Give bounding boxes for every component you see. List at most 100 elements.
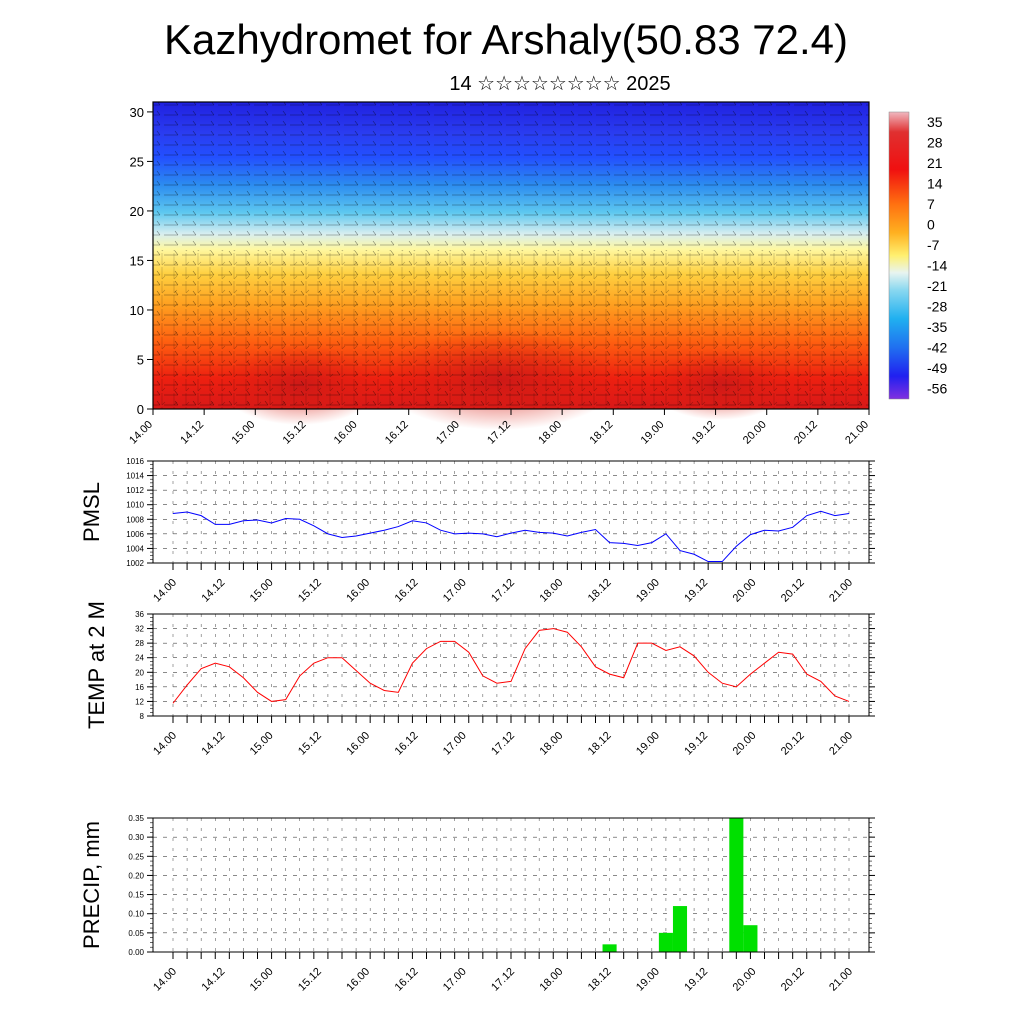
x-tick-label: 16.00 (344, 730, 372, 758)
y-tick-label: 30 (130, 105, 144, 120)
y-tick-label: 16 (135, 683, 144, 692)
y-tick-label: 0.20 (128, 871, 144, 880)
x-tick-label: 16.00 (344, 966, 372, 994)
precip-y-axis: 0.35 0.30 0.25 0.20 0.15 0.10 0.05 0.00 (128, 814, 875, 957)
x-tick-label: 18.12 (586, 730, 614, 758)
y-tick-label: 32 (135, 625, 144, 634)
y-tick-label: 24 (135, 654, 144, 663)
x-tick-label: 19.12 (682, 966, 710, 994)
x-tick-label: 14.00 (127, 419, 155, 447)
y-tick-label: 20 (135, 668, 144, 677)
y-tick-label: 0.25 (128, 852, 144, 861)
x-tick-label: 16.12 (393, 966, 421, 994)
y-tick-label: 0.35 (128, 814, 144, 823)
x-tick-label: 20.00 (731, 966, 759, 994)
x-tick-label: 15.00 (248, 966, 276, 994)
x-tick-label: 20.12 (779, 577, 807, 605)
x-tick-label: 14.12 (199, 577, 227, 605)
colorbar-label: 14 (927, 175, 943, 191)
x-tick-label: 20.00 (741, 419, 769, 447)
temperature-series (172, 628, 850, 704)
x-tick-label: 19.00 (634, 730, 662, 758)
precip-panel: 0.350.300.250.200.150.100.050.00 14.00 14… (79, 814, 875, 994)
y-tick-label: 1002 (126, 559, 144, 568)
page-title: Kazhydromet for Arshaly(50.83 72.4) (163, 16, 849, 63)
precip-x-axis: 14.00 14.12 15.00 15.12 16.00 16.12 17.00 17.12… (151, 952, 855, 994)
y-tick-label: 0.15 (128, 891, 144, 900)
precip-bar (743, 925, 758, 952)
y-tick-label: 1004 (126, 544, 144, 553)
y-tick-label: 1010 (126, 501, 144, 510)
pressure-series (172, 510, 850, 563)
pressure-line (172, 510, 850, 563)
colorbar-label: -28 (927, 298, 947, 314)
pressure-x-axis: 14.00 14.12 15.00 15.12 16.00 16.12 17.00 17.12… (151, 563, 855, 605)
x-tick-label: 16.00 (332, 419, 360, 447)
y-tick-label: 0.30 (128, 833, 144, 842)
temperature-y-axis: 36 32 28 24 20 16 12 8 (135, 610, 875, 721)
x-tick-label: 19.00 (634, 577, 662, 605)
temperature-x-axis: 14.00 14.12 15.00 15.12 16.00 16.12 17.00 17.12… (151, 716, 855, 758)
colorbar-label: 35 (927, 114, 943, 130)
x-tick-label: 16.12 (383, 419, 411, 447)
precip-bar (658, 932, 673, 952)
x-tick-label: 17.00 (441, 730, 469, 758)
x-tick-label: 14.12 (178, 419, 206, 447)
x-tick-label: 15.12 (296, 577, 324, 605)
temperature-y-label: TEMP at 2 M (84, 601, 109, 729)
x-tick-label: 15.00 (248, 577, 276, 605)
y-tick-label: 20 (130, 204, 144, 219)
x-tick-label: 15.12 (296, 966, 324, 994)
y-tick-label: 5 (137, 352, 144, 367)
x-tick-label: 14.12 (199, 966, 227, 994)
y-tick-label: 10 (130, 303, 144, 318)
x-tick-label: 20.12 (779, 730, 807, 758)
x-tick-label: 16.12 (393, 577, 421, 605)
x-tick-label: 17.00 (441, 966, 469, 994)
x-tick-label: 14.12 (199, 730, 227, 758)
x-tick-label: 20.00 (731, 730, 759, 758)
y-tick-label: 1012 (126, 486, 144, 495)
x-tick-label: 16.12 (393, 730, 421, 758)
x-tick-label: 18.00 (537, 730, 565, 758)
pressure-y-axis: 1016 1014 1012 1010 1008 1006 1004 1002 (126, 457, 875, 568)
x-tick-label: 19.12 (682, 577, 710, 605)
y-tick-label: 0 (137, 402, 144, 417)
y-tick-label: 8 (140, 712, 145, 721)
x-tick-label: 16.00 (344, 577, 372, 605)
y-tick-label: 1006 (126, 530, 144, 539)
x-tick-label: 19.12 (690, 419, 718, 447)
precip-grid (153, 817, 869, 953)
wind-barbs-layer (153, 250, 869, 409)
x-tick-label: 15.00 (229, 419, 257, 447)
y-tick-label: 1008 (126, 515, 144, 524)
y-tick-label: 0.10 (128, 910, 144, 919)
x-tick-label: 21.00 (827, 730, 855, 758)
x-tick-label: 14.00 (151, 577, 179, 605)
x-tick-label: 17.00 (441, 577, 469, 605)
x-tick-label: 21.00 (827, 577, 855, 605)
y-tick-label: 0.00 (128, 948, 144, 957)
colorbar-label: 7 (927, 196, 935, 212)
page-subtitle: 14 ☆☆☆☆☆☆☆☆ 2025 (449, 73, 671, 95)
y-tick-label: 15 (130, 253, 144, 268)
x-tick-label: 15.12 (296, 730, 324, 758)
temperature-line (172, 628, 850, 704)
colorbar-label: 21 (927, 155, 943, 171)
x-tick-label: 18.12 (586, 966, 614, 994)
colorbar-label: -49 (927, 360, 947, 376)
y-tick-label: 25 (130, 154, 144, 169)
x-tick-label: 19.12 (682, 730, 710, 758)
colorbar-label: 28 (927, 134, 943, 150)
y-tick-label: 1016 (126, 457, 144, 466)
colorbar-label: -56 (927, 380, 947, 396)
x-tick-label: 20.00 (731, 577, 759, 605)
y-tick-label: 1014 (126, 472, 144, 481)
x-tick-label: 14.00 (151, 730, 179, 758)
x-tick-label: 17.12 (489, 577, 517, 605)
x-tick-label: 20.12 (792, 419, 820, 447)
precip-bar (602, 944, 617, 952)
